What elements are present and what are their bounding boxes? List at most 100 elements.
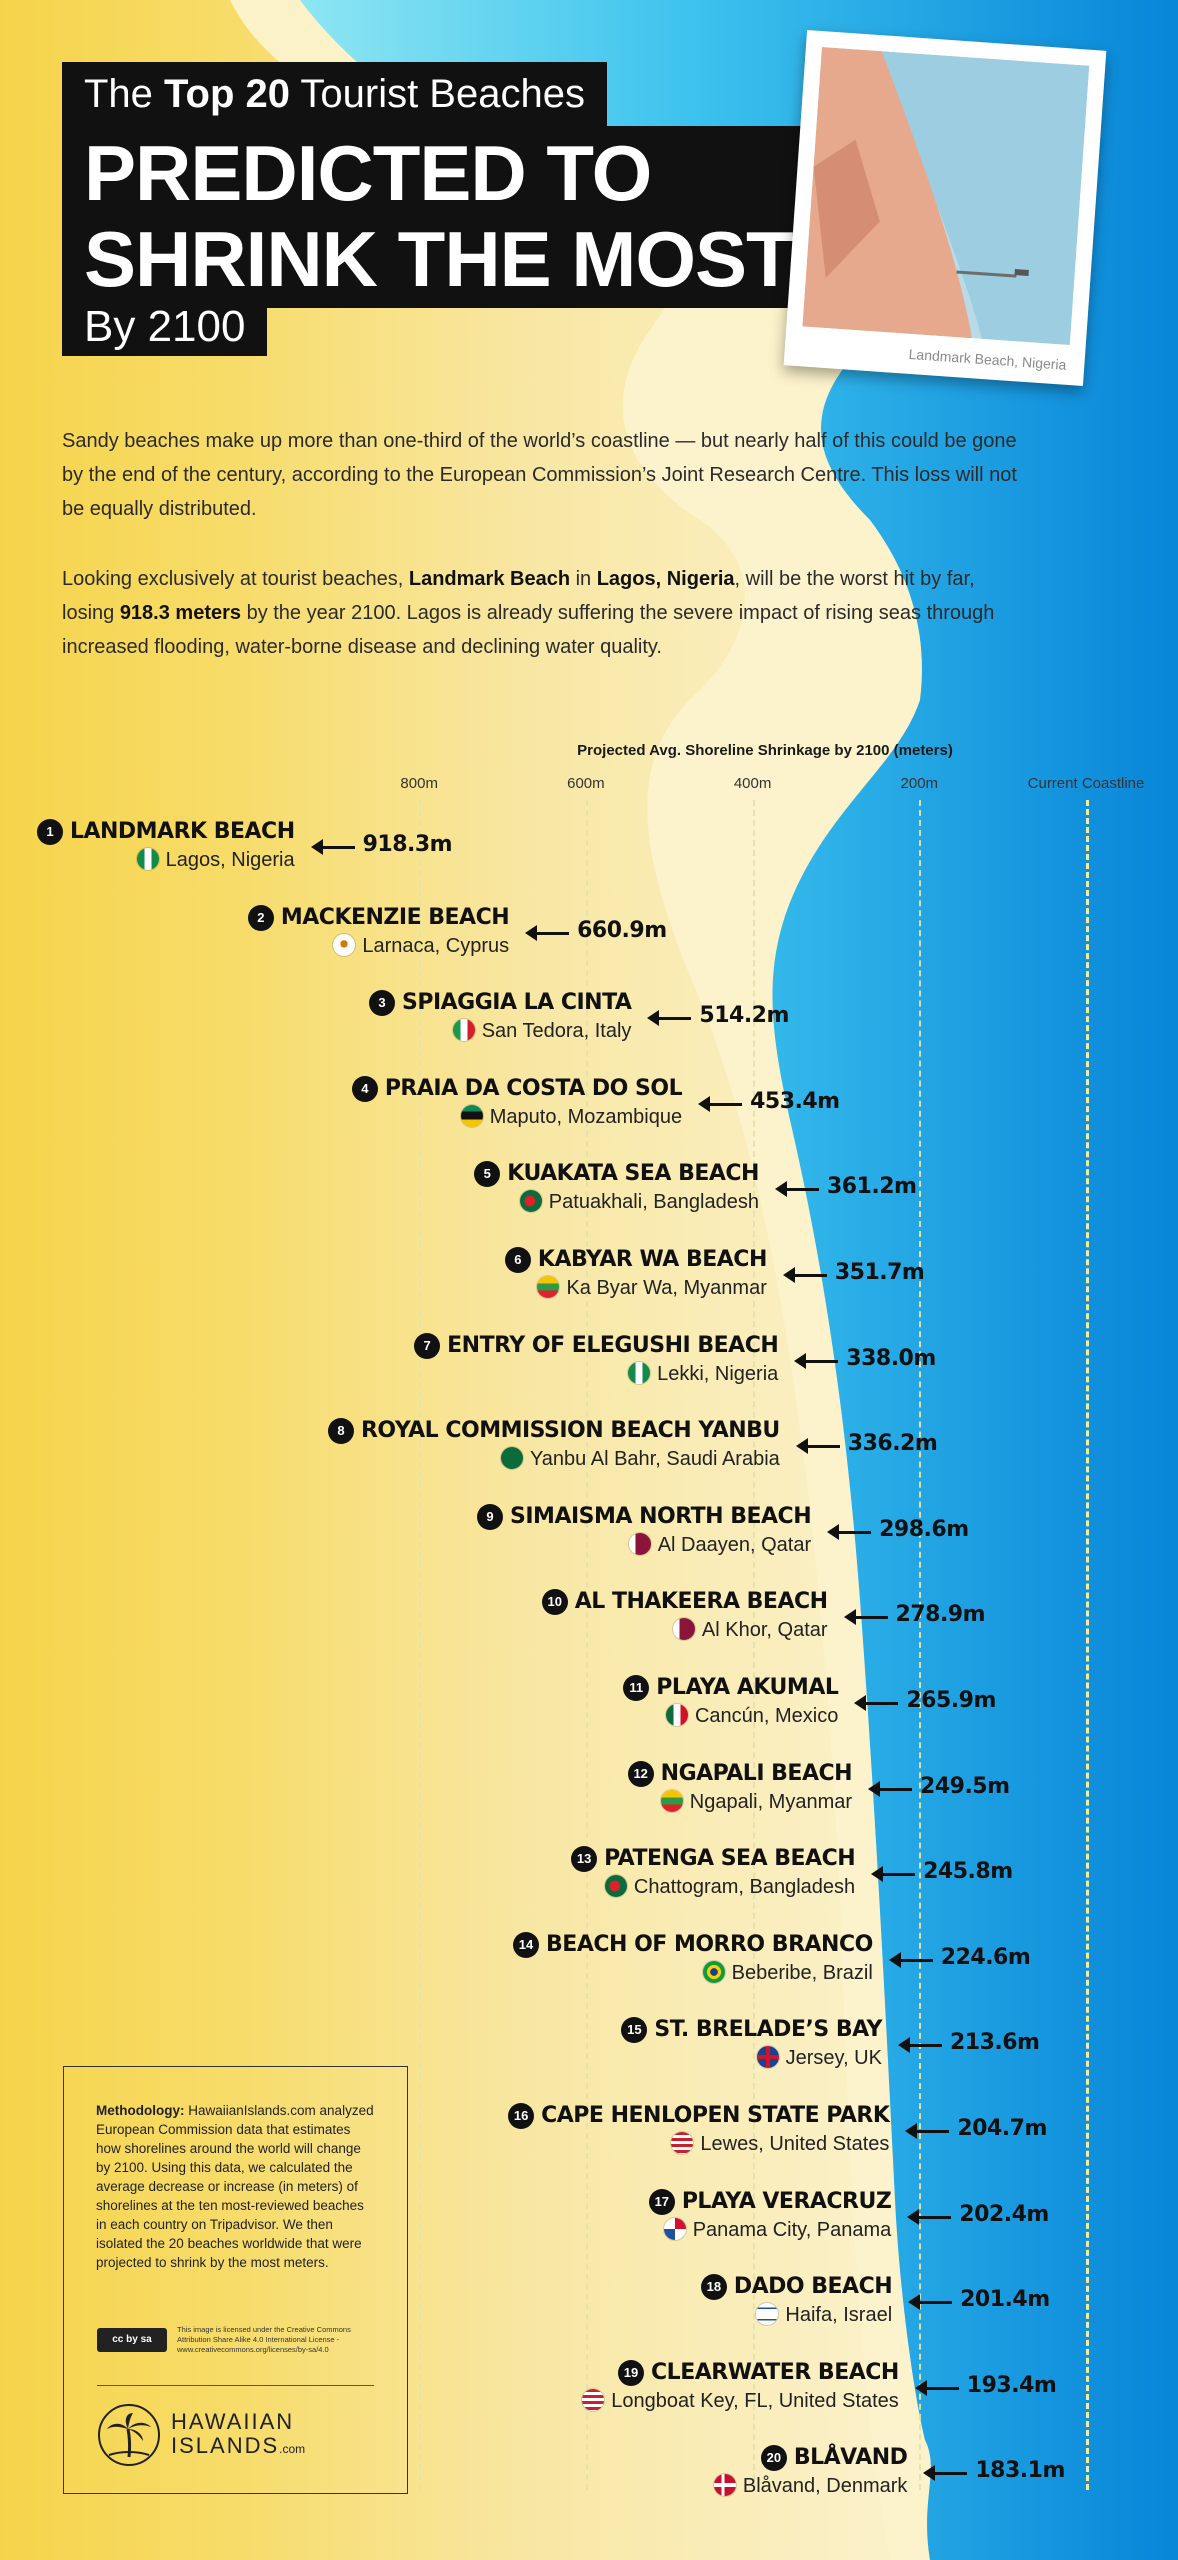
rank-badge: 6 [504, 1247, 531, 1273]
beach-location: Lewes, United States [508, 2130, 889, 2158]
beach-location: Haifa, Israel [701, 2301, 892, 2329]
tick-label: 400m [733, 775, 772, 792]
value-label-6: 351.7m [834, 1260, 925, 1285]
rank-badge: 3 [368, 990, 395, 1017]
beach-name: 16 CAPE HENLOPEN STATE PARK [508, 2102, 890, 2130]
location-text: Haifa, Israel [785, 2304, 893, 2327]
beach-location: Maputo, Mozambique [352, 1103, 682, 1131]
title-main: PREDICTED TO SHRINK THE MOST [62, 126, 815, 308]
beach-name-text: CLEARWATER BEACH [651, 2359, 899, 2385]
panama-flag-icon [663, 2217, 686, 2240]
beach-name: 17 PLAYA VERACRUZ [648, 2188, 892, 2216]
value-arrow-10 [843, 1609, 888, 1626]
beach-location: Al Daayen, Qatar [477, 1531, 811, 1559]
value-arrow-2 [525, 924, 570, 941]
tick-label: 600m [567, 775, 605, 792]
beach-entry-ngapali-beach: 12 NGAPALI BEACH Ngapali, Myanmar [627, 1760, 853, 1816]
beach-location: Yanbu Al Bahr, Saudi Arabia [328, 1445, 780, 1473]
hawaiian-islands-logo: HAWAIIAN ISLANDS.com [97, 2403, 305, 2467]
value-arrow-11 [854, 1695, 899, 1711]
gridline-400 [752, 800, 755, 2490]
value-label-1: 918.3m [362, 832, 453, 857]
brazil-flag-icon [702, 1960, 725, 1983]
methodology-box: Methodology: HawaiianIslands.com analyze… [63, 2066, 408, 2494]
beach-location: Longboat Key, FL, United States [582, 2387, 899, 2415]
rank-badge: 10 [541, 1589, 568, 1616]
value-arrow-15 [897, 2037, 942, 2054]
intro-paragraph-2: Looking exclusively at tourist beaches, … [62, 568, 995, 658]
beach-name: 11 PLAYA AKUMAL [623, 1674, 839, 1702]
beach-location: Beberibe, Brazil [513, 1959, 873, 1987]
value-label-11: 265.9m [906, 1688, 996, 1713]
beach-entry-royal-commission-beach-yanbu: 8 ROYAL COMMISSION BEACH YANBU Yanbu Al Ba… [327, 1417, 780, 1473]
logo-name: HAWAIIAN [171, 2408, 295, 2434]
location-text: Jersey, UK [785, 2047, 882, 2070]
beach-name-text: BLÅVAND [793, 2445, 908, 2471]
value-label-3: 514.2m [699, 1003, 789, 1029]
beach-location: Lekki, Nigeria [414, 1360, 778, 1388]
beach-entry-kuakata-sea-beach: 5 KUAKATA SEA BEACH Patuakhali, Bangladesh [474, 1160, 759, 1216]
rank-badge: 11 [623, 1675, 650, 1701]
beach-location: Jersey, UK [621, 2044, 882, 2072]
beach-entry-clearwater-beach: 19 CLEARWATER BEACH Longboat Key, FL, Unit… [582, 2359, 899, 2415]
beach-photo: Landmark Beach, Nigeria [783, 29, 1107, 387]
beach-name: 18 DADO BEACH [700, 2273, 893, 2301]
tick-label: 800m [400, 775, 438, 792]
beach-name-text: PRAIA DA COSTA DO SOL [384, 1075, 683, 1101]
value-label-9: 298.6m [879, 1516, 969, 1542]
location-text: San Tedora, Italy [481, 1020, 632, 1043]
rank-badge: 20 [760, 2445, 787, 2472]
rank-badge: 19 [618, 2359, 645, 2386]
value-label-19: 193.4m [966, 2372, 1057, 2398]
rank-badge: 4 [351, 1075, 378, 1102]
usa-flag-icon [582, 2388, 605, 2411]
mexico-flag-icon [665, 1704, 688, 1726]
value-arrow-17 [907, 2208, 952, 2225]
photo-caption: Landmark Beach, Nigeria [908, 345, 1067, 373]
value-arrow-6 [782, 1267, 827, 1283]
location-text: Al Khor, Qatar [701, 1619, 828, 1642]
beach-location: Ngapali, Myanmar [628, 1788, 852, 1816]
value-arrow-18 [908, 2294, 953, 2311]
beach-name: 15 ST. BRELADE’S BAY [621, 2016, 882, 2044]
beach-name: 13 PATENGA SEA BEACH [571, 1845, 856, 1873]
rank-badge: 2 [247, 904, 274, 931]
beach-name: 20 BLÅVAND [714, 2444, 908, 2472]
license-row: cc by sa This image is licensed under th… [97, 2325, 357, 2355]
beach-photo-image [802, 47, 1090, 346]
rank-badge: 17 [648, 2188, 675, 2215]
beach-entry-mackenzie-beach: 2 MACKENZIE BEACH Larnaca, Cyprus [247, 904, 510, 960]
beach-name-text: LANDMARK BEACH [69, 819, 295, 844]
rank-badge: 9 [477, 1503, 504, 1530]
rank-badge: 5 [474, 1161, 501, 1188]
rank-badge: 14 [513, 1931, 540, 1958]
myanmar-flag-icon [660, 1789, 683, 1812]
beach-name-text: PLAYA VERACRUZ [681, 2188, 892, 2214]
location-text: Longboat Key, FL, United States [611, 2389, 899, 2412]
beach-entry-dado-beach: 18 DADO BEACH Haifa, Israel [700, 2273, 893, 2329]
beach-name-text: BEACH OF MORRO BRANCO [546, 1931, 873, 1957]
license-text: This image is licensed under the Creativ… [177, 2325, 351, 2354]
beach-name-text: AL THAKEERA BEACH [574, 1589, 828, 1615]
beach-entry-playa-akumal: 11 PLAYA AKUMAL Cancún, Mexico [623, 1674, 839, 1730]
qatar-flag-icon [628, 1532, 651, 1555]
tick-label: Current Coastline [1027, 775, 1145, 792]
beach-entry-playa-veracruz: 17 PLAYA VERACRUZ Panama City, Panama [648, 2188, 892, 2244]
location-text: Ka Byar Wa, Myanmar [566, 1277, 767, 1299]
rank-badge: 13 [571, 1846, 598, 1873]
rank-badge: 7 [414, 1332, 441, 1359]
beach-name: 10 AL THAKEERA BEACH [541, 1588, 828, 1616]
value-label-5: 361.2m [826, 1174, 917, 1200]
value-arrow-19 [914, 2379, 959, 2396]
title-year: By 2100 [62, 298, 268, 356]
location-text: Lewes, United States [700, 2133, 890, 2155]
beach-name-text: CAPE HENLOPEN STATE PARK [541, 2103, 890, 2128]
rank-badge: 18 [700, 2274, 727, 2301]
tick-label: 200m [900, 775, 939, 792]
beach-name-text: ROYAL COMMISSION BEACH YANBU [360, 1418, 780, 1444]
rank-badge: 1 [36, 819, 63, 845]
beach-entry-bl-vand: 20 BLÅVAND Blåvand, Denmark [713, 2444, 908, 2500]
beach-name-text: MACKENZIE BEACH [280, 904, 510, 930]
gridline-600 [585, 800, 588, 2490]
beach-entry-al-thakeera-beach: 10 AL THAKEERA BEACH Al Khor, Qatar [541, 1588, 828, 1644]
